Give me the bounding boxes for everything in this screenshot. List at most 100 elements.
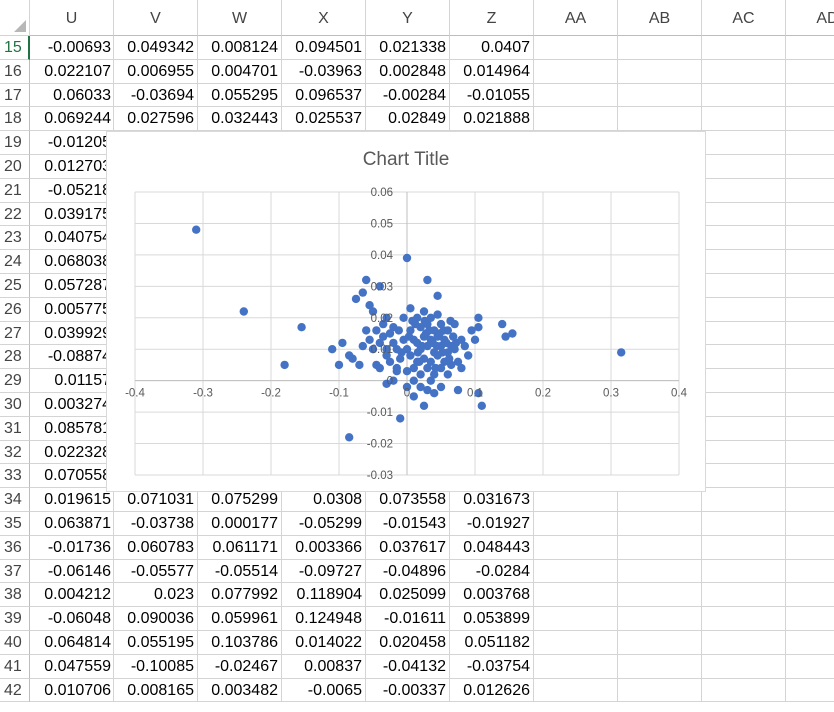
cell-ad33[interactable] [786, 464, 834, 489]
cell-ad31[interactable] [786, 417, 834, 441]
row-header-21[interactable]: 21 [0, 178, 30, 203]
cell-x16[interactable]: -0.03963 [282, 59, 366, 84]
cell-ad34[interactable] [786, 488, 834, 512]
cell-ac31[interactable] [702, 416, 786, 441]
cell-ad35[interactable] [786, 512, 834, 536]
cell-ad41[interactable] [786, 655, 834, 679]
scatter-point[interactable] [426, 376, 435, 385]
scatter-point[interactable] [446, 316, 455, 326]
cell-ac27[interactable] [702, 321, 786, 346]
cell-x18[interactable]: 0.025537 [282, 107, 366, 132]
row-header-15[interactable]: 15 [0, 36, 30, 60]
row-header-34[interactable]: 34 [0, 488, 30, 512]
scatter-point[interactable] [408, 316, 417, 326]
scatter-point[interactable] [451, 338, 461, 348]
cell-v42[interactable]: 0.008165 [114, 678, 198, 703]
row-header-25[interactable]: 25 [0, 274, 30, 298]
scatter-point[interactable] [409, 392, 418, 401]
cell-u37[interactable]: -0.06146 [30, 559, 114, 584]
cell-z42[interactable]: 0.012626 [450, 678, 534, 703]
scatter-point[interactable] [419, 401, 429, 410]
cell-y16[interactable]: 0.002848 [366, 59, 450, 84]
scatter-point[interactable] [453, 357, 463, 366]
cell-ad42[interactable] [786, 679, 834, 703]
cell-ab34[interactable] [618, 488, 702, 512]
cell-ac37[interactable] [702, 559, 786, 584]
scatter-point[interactable] [430, 389, 439, 398]
cell-w34[interactable]: 0.075299 [198, 488, 282, 512]
scatter-point[interactable] [389, 338, 398, 348]
row-header-37[interactable]: 37 [0, 559, 30, 584]
cell-w37[interactable]: -0.05514 [198, 559, 282, 584]
scatter-point[interactable] [498, 319, 507, 329]
cell-y15[interactable]: 0.021338 [366, 36, 450, 60]
cell-z15[interactable]: 0.0407 [450, 36, 534, 60]
cell-ad19[interactable] [786, 131, 834, 155]
cell-ad38[interactable] [786, 583, 834, 608]
cell-ad27[interactable] [786, 322, 834, 346]
cell-ad21[interactable] [786, 179, 834, 203]
cell-x40[interactable]: 0.014022 [282, 631, 366, 655]
cell-aa36[interactable] [534, 535, 618, 560]
scatter-point[interactable] [409, 363, 418, 373]
cell-y36[interactable]: 0.037617 [366, 535, 450, 560]
cell-aa16[interactable] [534, 59, 618, 84]
cell-ac42[interactable] [702, 678, 786, 703]
row-header-18[interactable]: 18 [0, 107, 30, 132]
scatter-point[interactable] [430, 370, 439, 379]
cell-y37[interactable]: -0.04896 [366, 559, 450, 584]
cell-u22[interactable]: 0.039175 [30, 202, 114, 227]
row-header-28[interactable]: 28 [0, 345, 30, 370]
scatter-point[interactable] [358, 288, 367, 297]
scatter-point[interactable] [442, 338, 451, 348]
cell-u16[interactable]: 0.022107 [30, 59, 114, 84]
column-header-x[interactable]: X [282, 0, 366, 36]
cell-v34[interactable]: 0.071031 [114, 488, 198, 512]
cell-x37[interactable]: -0.09727 [282, 559, 366, 584]
row-header-32[interactable]: 32 [0, 440, 30, 465]
scatter-point[interactable] [617, 348, 626, 357]
select-all-corner[interactable] [0, 0, 30, 36]
row-header-19[interactable]: 19 [0, 131, 30, 155]
cell-ac24[interactable] [702, 250, 786, 274]
cell-v36[interactable]: 0.060783 [114, 535, 198, 560]
cell-y41[interactable]: -0.04132 [366, 654, 450, 679]
column-header-w[interactable]: W [198, 0, 282, 36]
cell-v18[interactable]: 0.027596 [114, 107, 198, 132]
scatter-point[interactable] [423, 363, 432, 373]
scatter-point[interactable] [389, 376, 398, 385]
column-header-ad[interactable]: AD [786, 0, 834, 36]
row-header-22[interactable]: 22 [0, 202, 30, 227]
scatter-point[interactable] [385, 329, 395, 338]
scatter-point[interactable] [406, 351, 415, 360]
row-header-17[interactable]: 17 [0, 83, 30, 108]
scatter-point[interactable] [372, 326, 381, 335]
cell-w39[interactable]: 0.059961 [198, 607, 282, 631]
cell-ac40[interactable] [702, 631, 786, 655]
scatter-point[interactable] [464, 351, 473, 360]
cell-ac30[interactable] [702, 393, 786, 417]
cell-ad23[interactable] [786, 226, 834, 251]
cell-ac21[interactable] [702, 178, 786, 203]
cell-ac25[interactable] [702, 274, 786, 298]
cell-w36[interactable]: 0.061171 [198, 535, 282, 560]
scatter-point[interactable] [406, 304, 415, 313]
cell-ad29[interactable] [786, 369, 834, 393]
scatter-point[interactable] [375, 363, 384, 373]
cell-aa41[interactable] [534, 654, 618, 679]
cell-w16[interactable]: 0.004701 [198, 59, 282, 84]
scatter-point[interactable] [417, 341, 427, 351]
cell-ac17[interactable] [702, 83, 786, 108]
row-header-20[interactable]: 20 [0, 155, 30, 179]
cell-u25[interactable]: 0.057287 [30, 274, 114, 298]
cell-ad25[interactable] [786, 274, 834, 298]
scatter-point[interactable] [445, 354, 454, 363]
column-header-u[interactable]: U [30, 0, 114, 36]
cell-u32[interactable]: 0.022328 [30, 440, 114, 465]
row-header-41[interactable]: 41 [0, 654, 30, 679]
cell-u35[interactable]: 0.063871 [30, 512, 114, 536]
cell-u38[interactable]: 0.004212 [30, 583, 114, 608]
row-header-29[interactable]: 29 [0, 369, 30, 393]
scatter-point[interactable] [368, 345, 378, 354]
scatter-point[interactable] [508, 329, 517, 338]
